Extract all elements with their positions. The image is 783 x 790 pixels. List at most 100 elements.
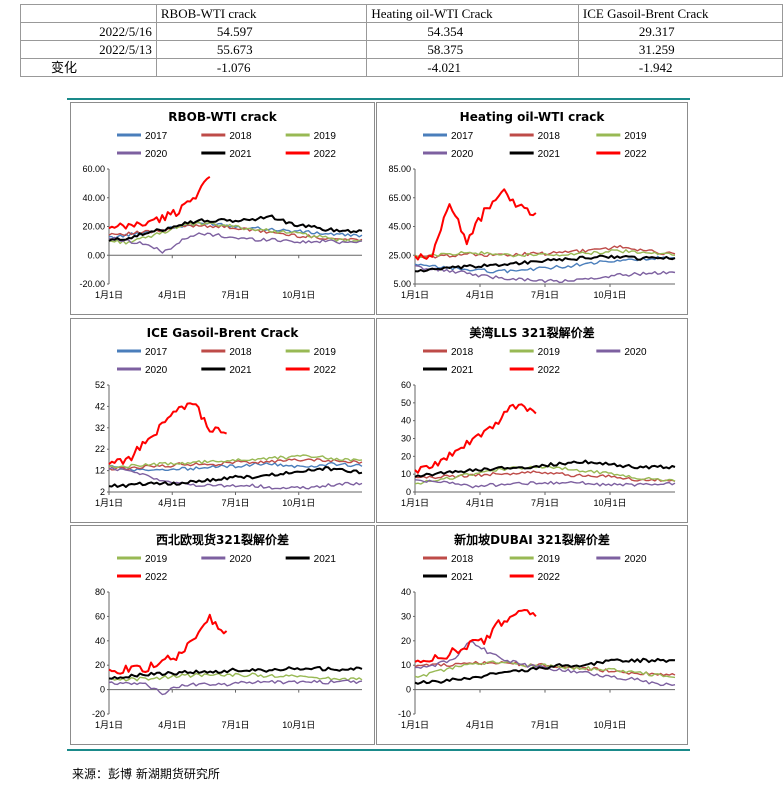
legend-label: 2022: [314, 365, 337, 376]
table-cell-date: 2022/5/16: [20, 22, 157, 41]
chart-panel-heating-oil: Heating oil-WTI crack 2017 2018 2019 2020 202…: [376, 102, 688, 315]
x-tick-label: 4月1日: [158, 290, 186, 300]
y-tick-label: 0: [100, 685, 105, 695]
table-header-cell: Heating oil-WTI Crack: [366, 4, 579, 23]
y-tick-label: 30: [401, 434, 411, 444]
summary-table: RBOB-WTI crack Heating oil-WTI Crack ICE…: [20, 4, 783, 77]
legend-label: 2018: [229, 131, 252, 142]
legend-label: 2021: [314, 554, 337, 565]
legend-label: 2017: [145, 131, 168, 142]
table-cell-date: 2022/5/13: [20, 40, 157, 59]
table-cell-value: -4.021: [366, 58, 579, 77]
table-row: 2022/5/16 54.597 54.354 29.317: [20, 22, 783, 41]
y-tick-label: 45.00: [388, 222, 411, 232]
y-tick-label: 52: [95, 380, 105, 390]
legend-label: 2022: [538, 365, 561, 376]
legend-label: 2019: [314, 131, 337, 142]
y-tick-label: -20.00: [79, 279, 105, 289]
x-tick-label: 1月1日: [95, 498, 123, 508]
legend-label: 2022: [538, 572, 561, 583]
table-header-cell: RBOB-WTI crack: [155, 4, 368, 23]
legend-label: 2018: [538, 131, 561, 142]
chart-title: RBOB-WTI crack: [168, 110, 277, 124]
y-tick-label: 30: [401, 611, 411, 621]
legend-label: 2020: [145, 365, 168, 376]
legend-label: 2021: [229, 365, 252, 376]
legend-label: 2022: [145, 572, 168, 583]
y-tick-label: 0: [406, 487, 411, 497]
lls-321-crack-chart: 美湾LLS 321裂解价差 2018 2019 2020 2021 2022 60 50 40 3…: [401, 325, 676, 508]
legend-label: 2018: [451, 347, 474, 358]
series-line-2020: [108, 679, 363, 696]
y-tick-label: 0: [406, 685, 411, 695]
legend-label: 2019: [538, 347, 561, 358]
x-tick-label: 10月1日: [593, 498, 626, 508]
legend-label: 2020: [624, 347, 647, 358]
y-tick-label: 40: [401, 416, 411, 426]
y-tick-label: 40: [401, 587, 411, 597]
y-tick-label: 20.00: [82, 222, 105, 232]
table-header-row: RBOB-WTI crack Heating oil-WTI Crack ICE…: [20, 4, 783, 23]
chart-panel-dubai: 新加坡DUBAI 321裂解价差 2018 2019 2020 2021 2022 40 30…: [376, 525, 688, 745]
y-tick-label: 60: [401, 380, 411, 390]
table-row: 变化 -1.076 -4.021 -1.942: [20, 58, 783, 77]
x-tick-label: 7月1日: [531, 498, 559, 508]
x-tick-label: 1月1日: [95, 290, 123, 300]
x-tick-label: 7月1日: [221, 498, 249, 508]
series-line-2022: [414, 609, 537, 664]
source-note: 来源：彭博 新湖期货研究所: [72, 767, 220, 781]
y-tick-label: 2: [100, 487, 105, 497]
y-tick-label: 10: [401, 660, 411, 670]
y-tick-label: 32: [95, 423, 105, 433]
legend-label: 2020: [145, 149, 168, 160]
chart-panel-gasoil: ICE Gasoil-Brent Crack 2017 2018 2019 2020 20…: [70, 318, 375, 523]
chart-title: 西北欧现货321裂解价差: [156, 532, 289, 547]
series-line-2021: [414, 459, 676, 478]
y-tick-label: 50: [401, 398, 411, 408]
top-divider: [67, 98, 690, 100]
x-tick-label: 4月1日: [158, 720, 186, 730]
y-tick-label: -10: [398, 709, 411, 719]
chart-title: Heating oil-WTI crack: [460, 110, 606, 124]
y-tick-label: 40: [95, 636, 105, 646]
y-tick-label: 12: [95, 466, 105, 476]
legend-label: 2022: [624, 149, 647, 160]
table-cell-value: 54.354: [366, 22, 579, 41]
legend-label: 2021: [451, 572, 474, 583]
x-tick-label: 4月1日: [466, 290, 494, 300]
table-header-cell: [20, 4, 157, 23]
series-line-2019: [414, 249, 676, 259]
x-tick-label: 10月1日: [282, 498, 315, 508]
series-line-2020: [108, 232, 363, 254]
x-tick-label: 10月1日: [593, 720, 626, 730]
x-tick-label: 4月1日: [466, 720, 494, 730]
table-cell-value: 54.597: [155, 22, 368, 41]
table-row: 2022/5/13 55.673 58.375 31.259: [20, 40, 783, 59]
legend-label: 2018: [451, 554, 474, 565]
chart-panel-rbob: RBOB-WTI crack 2017 2018 2019 2020 2021 2022 60…: [70, 102, 375, 315]
table-cell-label: 变化: [20, 58, 157, 77]
series-line-2021: [108, 214, 363, 242]
y-tick-label: 20: [401, 451, 411, 461]
x-tick-label: 7月1日: [221, 720, 249, 730]
series-line-2017: [108, 461, 363, 472]
series-line-2019: [108, 221, 363, 245]
y-tick-label: 20: [95, 660, 105, 670]
y-tick-label: 40.00: [82, 193, 105, 203]
x-tick-label: 10月1日: [593, 290, 626, 300]
y-tick-label: 65.00: [388, 193, 411, 203]
y-tick-label: 25.00: [388, 250, 411, 260]
x-tick-label: 4月1日: [466, 498, 494, 508]
chart-title: 新加坡DUBAI 321裂解价差: [454, 532, 610, 547]
table-cell-value: 31.259: [577, 40, 783, 59]
series-line-2020: [414, 265, 676, 284]
chart-title: 美湾LLS 321裂解价差: [469, 325, 594, 340]
legend-label: 2021: [451, 365, 474, 376]
x-tick-label: 1月1日: [401, 290, 429, 300]
legend-label: 2021: [538, 149, 561, 160]
series-line-2019: [108, 672, 363, 682]
series-line-2021: [108, 666, 363, 680]
legend-label: 2020: [451, 149, 474, 160]
y-tick-label: 80: [95, 587, 105, 597]
